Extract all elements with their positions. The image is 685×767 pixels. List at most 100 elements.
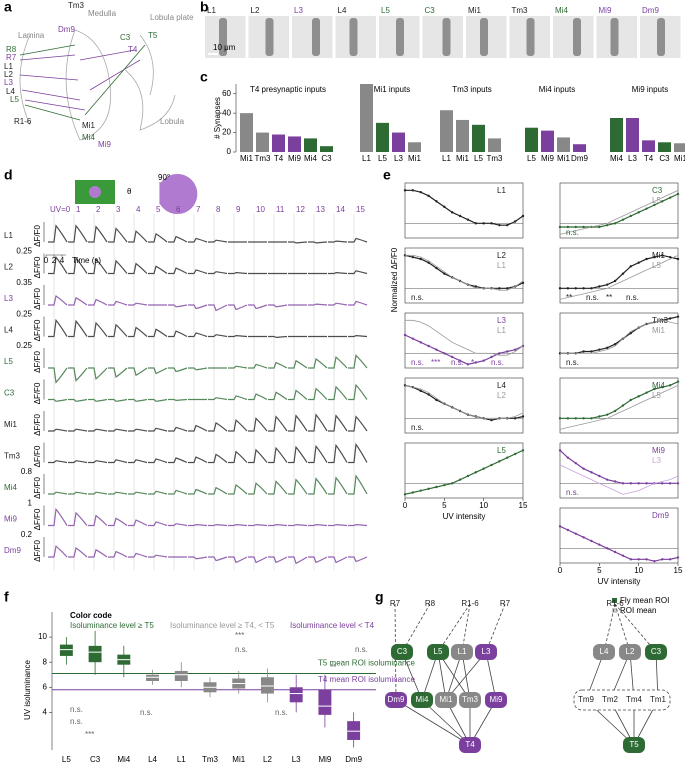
image-label: Tm3 [512, 6, 529, 15]
response-trace [228, 271, 248, 275]
significance: n.s. [626, 293, 639, 302]
data-point [443, 352, 446, 355]
data-point [451, 355, 454, 359]
response-trace [168, 426, 188, 432]
scale-value: 0.25 [16, 310, 32, 319]
data-line [559, 525, 679, 562]
panel-letter: f [4, 589, 9, 605]
response-trace [268, 304, 288, 308]
x-tick-label: L1 [362, 154, 371, 163]
x-tick-label: Mi9 [541, 154, 554, 163]
y-tick-label: 20 [222, 128, 231, 137]
node [435, 692, 457, 708]
response-trace [128, 262, 148, 275]
box [318, 689, 332, 715]
response-trace [288, 389, 308, 401]
significance: *** [85, 730, 94, 739]
response-trace [128, 367, 148, 377]
response-trace [308, 358, 328, 369]
response-trace [168, 523, 188, 527]
data-point [403, 333, 407, 337]
row-label: L2 [4, 263, 13, 272]
data-point [574, 417, 577, 420]
data-point [613, 279, 617, 283]
data-point [558, 287, 562, 290]
bar [674, 143, 685, 152]
data-point [582, 287, 585, 290]
response-trace [128, 230, 148, 243]
response-trace [68, 319, 88, 338]
significance: ** [330, 663, 336, 672]
image-label: C3 [425, 6, 436, 15]
response-trace [348, 383, 368, 401]
data-point [498, 223, 501, 227]
column-label: 10 [256, 205, 265, 214]
data-point [558, 225, 562, 229]
response-trace [228, 395, 248, 401]
data-point [458, 478, 462, 481]
data-point [637, 211, 640, 214]
response-trace [88, 428, 108, 432]
response-trace [148, 490, 168, 495]
node-label: Dm9 [388, 695, 405, 704]
row-label: Tm3 [4, 452, 21, 461]
data-point [598, 415, 601, 418]
row-label: Mi1 [4, 420, 17, 429]
column-label: 7 [196, 205, 201, 214]
response-trace [128, 491, 148, 495]
data-point [676, 482, 680, 485]
box [260, 677, 274, 694]
response-trace [348, 354, 368, 369]
row-y-label: ΔF/F0 [33, 288, 42, 310]
edge [445, 651, 487, 701]
data-point [621, 272, 625, 275]
x-tick-label: 4 [60, 256, 65, 265]
node-label: Mi4 [416, 695, 429, 704]
data-point [629, 398, 632, 402]
response-trace [208, 397, 228, 401]
legend-swatch [612, 608, 617, 613]
response-trace [88, 398, 108, 402]
anatomy-label: Medulla [88, 9, 117, 18]
response-trace [248, 482, 268, 495]
image-column [610, 18, 619, 56]
data-point [498, 352, 501, 355]
node-label: R7 [390, 599, 401, 608]
group-box [573, 689, 671, 711]
x-tick-label: L5 [378, 154, 387, 163]
response-trace [348, 300, 368, 306]
response-trace [88, 460, 108, 464]
data-line [404, 384, 524, 419]
data-point [466, 363, 470, 366]
significance: n.s. [411, 423, 424, 432]
response-trace [148, 554, 168, 558]
response-trace [48, 545, 68, 558]
significance: n.s. [566, 488, 579, 497]
bar-chart-title: Mi4 inputs [539, 85, 575, 94]
column-label: 2 [96, 205, 101, 214]
response-trace [168, 398, 188, 402]
node [645, 644, 667, 660]
data-point [661, 254, 664, 257]
response-trace [348, 556, 368, 563]
stimulus-spot [89, 186, 101, 198]
response-trace [68, 224, 88, 243]
response-trace [188, 332, 208, 338]
data-line [560, 254, 679, 289]
data-point [403, 384, 407, 387]
bar [392, 132, 405, 152]
response-trace [188, 556, 208, 560]
data-point [598, 474, 601, 478]
significance: n.s. [411, 293, 424, 302]
box [88, 645, 102, 663]
response-trace [268, 480, 288, 495]
data-point [443, 205, 446, 209]
response-trace [288, 556, 308, 565]
column-label: 11 [276, 205, 285, 214]
data-point [506, 350, 509, 353]
row-y-label: ΔF/F0 [33, 225, 42, 247]
data-point [574, 225, 577, 229]
data-point [574, 287, 577, 290]
data-point [506, 456, 509, 459]
node-label: T5 [629, 740, 639, 749]
